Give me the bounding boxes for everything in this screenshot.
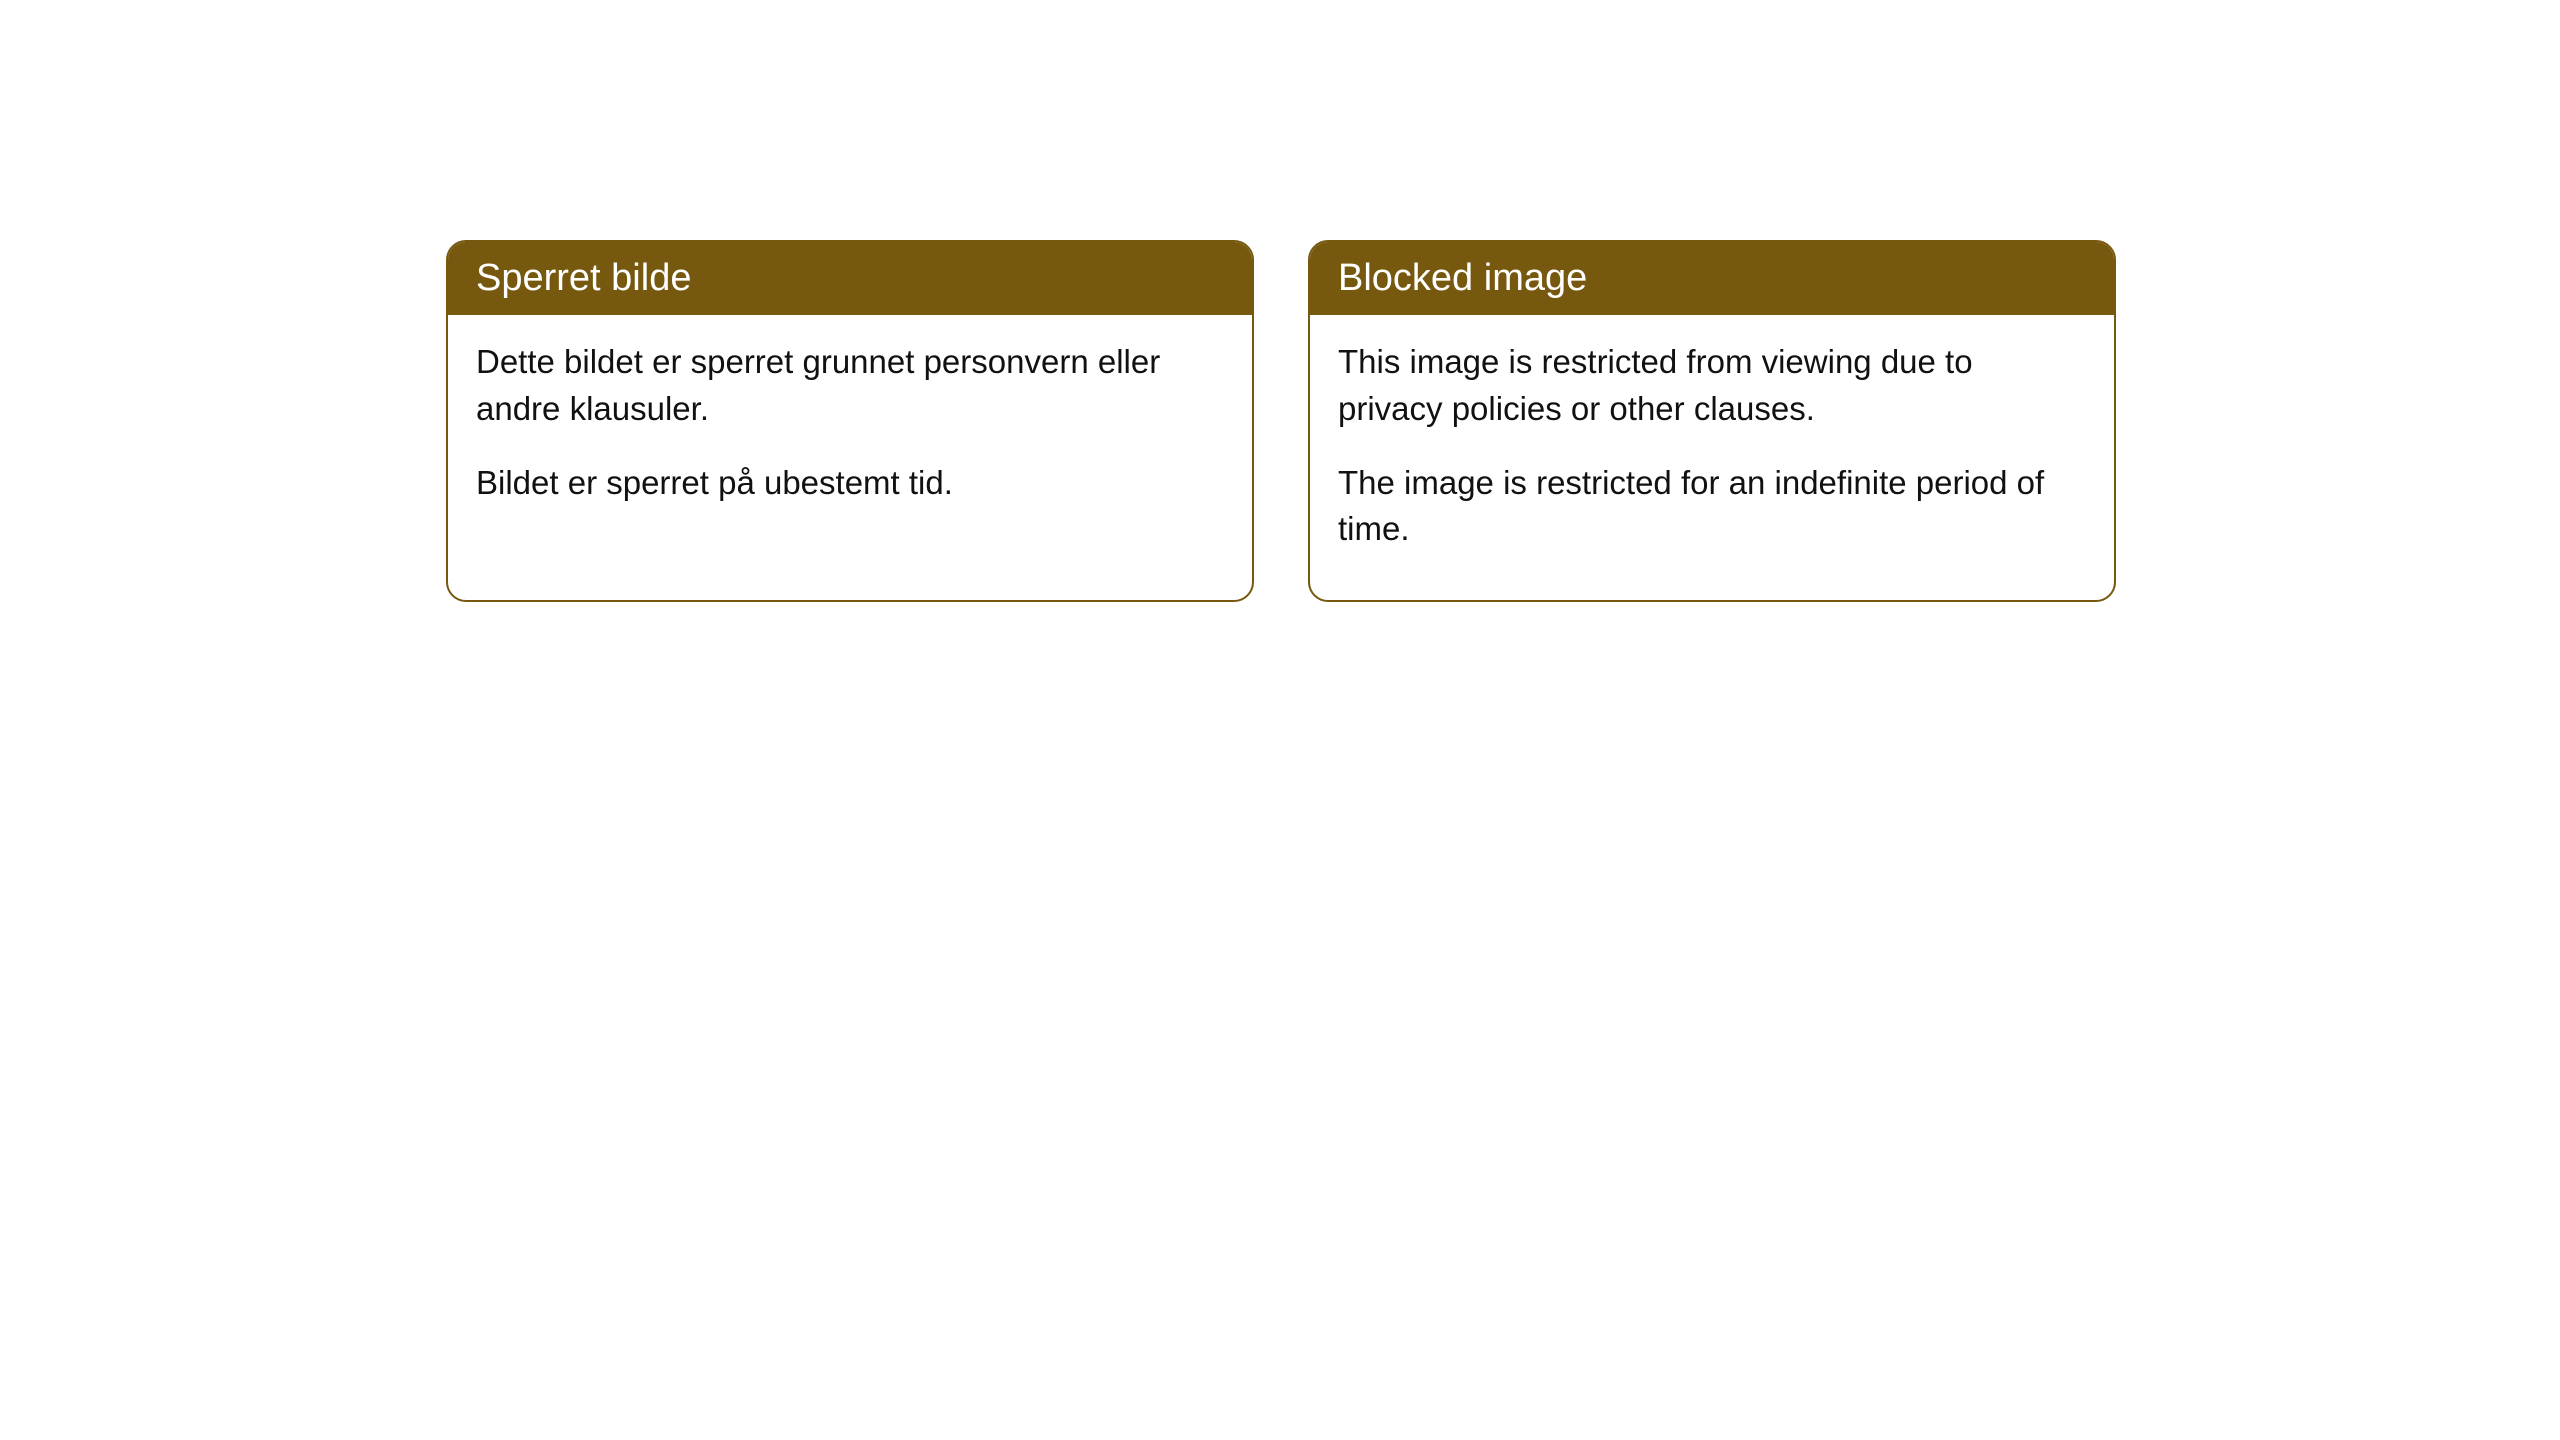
cards-container: Sperret bilde Dette bildet er sperret gr…: [0, 0, 2560, 602]
card-title-en: Blocked image: [1310, 242, 2114, 315]
card-title-no: Sperret bilde: [448, 242, 1252, 315]
card-message-1-no: Dette bildet er sperret grunnet personve…: [476, 339, 1224, 431]
card-message-2-en: The image is restricted for an indefinit…: [1338, 460, 2086, 552]
card-body-no: Dette bildet er sperret grunnet personve…: [448, 315, 1252, 554]
card-body-en: This image is restricted from viewing du…: [1310, 315, 2114, 600]
blocked-image-card-no: Sperret bilde Dette bildet er sperret gr…: [446, 240, 1254, 602]
card-message-2-no: Bildet er sperret på ubestemt tid.: [476, 460, 1224, 506]
blocked-image-card-en: Blocked image This image is restricted f…: [1308, 240, 2116, 602]
card-message-1-en: This image is restricted from viewing du…: [1338, 339, 2086, 431]
